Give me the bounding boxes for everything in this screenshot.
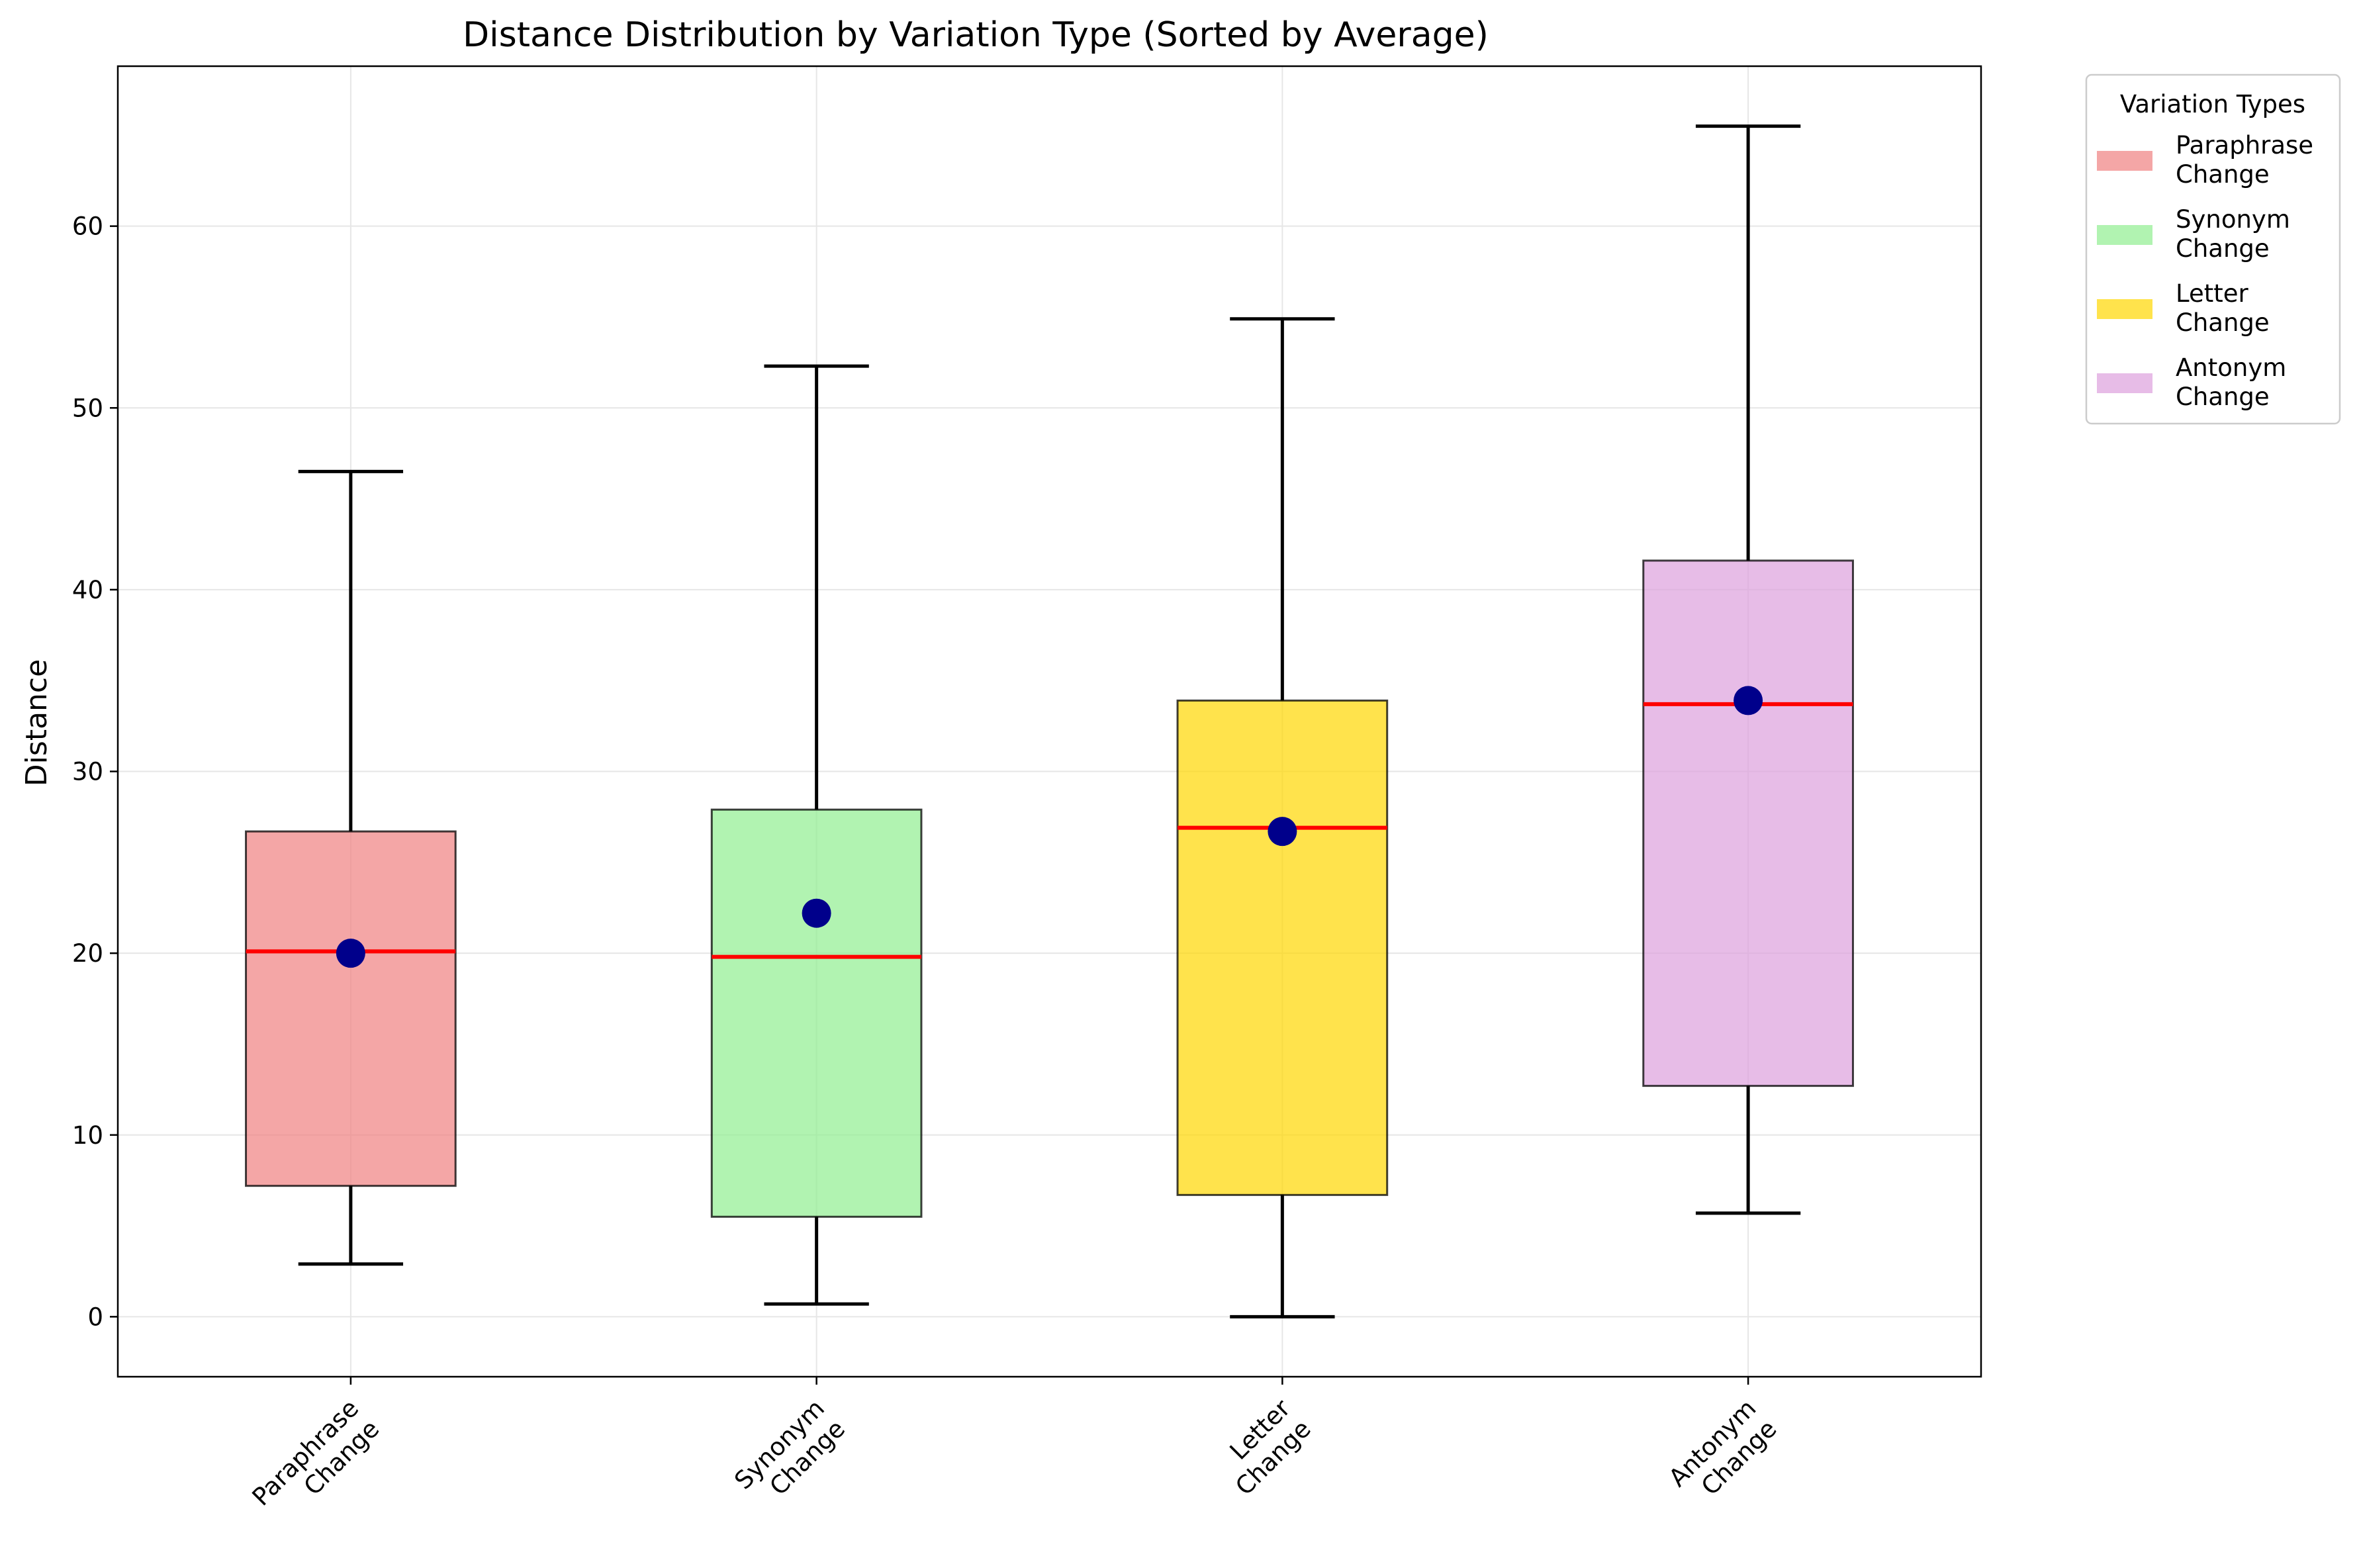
box-group	[1176, 317, 1389, 1318]
legend-label-line: Synonym	[2176, 205, 2290, 234]
mean-marker	[336, 939, 365, 968]
legend-label: Antonym Change	[2176, 353, 2286, 411]
y-tick-label: 30	[72, 758, 103, 786]
y-axis-label: Distance	[20, 659, 54, 786]
legend-swatch	[2097, 373, 2152, 393]
legend-label: Letter Change	[2176, 279, 2270, 337]
iqr-box	[245, 830, 457, 1187]
chart-title: Distance Distribution by Variation Type …	[463, 15, 1489, 55]
y-tick-label: 60	[72, 212, 103, 241]
legend-label: Synonym Change	[2176, 205, 2290, 263]
legend-swatch	[2097, 151, 2152, 171]
plot-area	[116, 65, 1982, 1378]
y-tick-label: 50	[72, 394, 103, 422]
mean-marker	[1734, 686, 1763, 715]
box-group	[245, 469, 457, 1266]
y-tick-label: 10	[72, 1121, 103, 1150]
y-tick-label: 20	[72, 939, 103, 968]
box-group	[1642, 124, 1854, 1215]
legend-label-line: Change	[2176, 160, 2270, 189]
iqr-box	[1176, 699, 1389, 1196]
y-tick-label: 0	[87, 1303, 103, 1331]
box-plots	[245, 124, 1854, 1318]
legend-label: Paraphrase Change	[2176, 131, 2313, 189]
legend-label-line: Change	[2176, 383, 2270, 411]
box-group	[710, 364, 923, 1306]
legend-label-line: Change	[2176, 308, 2270, 337]
legend-label-line: Paraphrase	[2176, 131, 2313, 160]
legend-title: Variation Types	[2120, 90, 2305, 118]
legend-label-line: Change	[2176, 234, 2270, 263]
legend-label-line: Antonym	[2176, 353, 2286, 382]
legend-swatch	[2097, 299, 2152, 319]
y-axis: 0 10 20 30 40 50 60	[72, 212, 118, 1331]
legend-swatch	[2097, 225, 2152, 245]
legend-label-line: Letter	[2176, 279, 2249, 308]
mean-marker	[1268, 817, 1297, 847]
iqr-box	[710, 808, 923, 1218]
y-tick-label: 40	[72, 576, 103, 604]
mean-marker	[802, 898, 831, 928]
iqr-box	[1642, 559, 1854, 1087]
